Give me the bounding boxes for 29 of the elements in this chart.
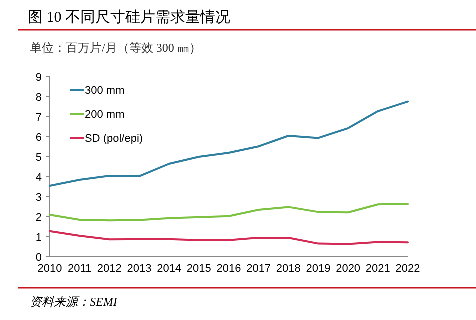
x-tick-label: 2014 bbox=[157, 263, 182, 275]
text: 资料来源：SEMI bbox=[30, 295, 118, 309]
chart-subtitle: 单位：百万片/月（等效 300 ㎜） bbox=[30, 41, 202, 55]
x-tick-label: 2021 bbox=[366, 263, 390, 275]
y-tick-label: 5 bbox=[36, 152, 42, 164]
y-tick-label: 7 bbox=[36, 112, 42, 124]
x-tick-label: 2015 bbox=[186, 263, 212, 275]
x-tick-label: 2018 bbox=[276, 263, 301, 275]
x-tick-label: 2019 bbox=[306, 263, 331, 275]
x-tick-label: 2016 bbox=[216, 263, 242, 275]
legend-label: 200 mm bbox=[85, 109, 125, 121]
y-tick-label: 2 bbox=[36, 212, 42, 224]
x-tick-label: 2012 bbox=[97, 263, 122, 275]
y-tick-label: 3 bbox=[36, 192, 42, 204]
y-tick-label: 9 bbox=[36, 72, 42, 84]
x-tick-label: 2020 bbox=[336, 263, 361, 275]
legend-label: 300 mm bbox=[85, 85, 125, 97]
y-tick-label: 4 bbox=[36, 172, 42, 184]
x-tick-label: 2013 bbox=[127, 263, 152, 275]
chart-title: 图 10 不同尺寸硅片需求量情况 bbox=[28, 9, 230, 26]
y-tick-label: 0 bbox=[36, 252, 42, 264]
x-tick-label: 2010 bbox=[38, 263, 62, 275]
legend-label: SD (pol/epi) bbox=[85, 133, 144, 145]
y-tick-label: 1 bbox=[36, 232, 42, 244]
y-tick-label: 6 bbox=[36, 132, 42, 144]
y-tick-label: 8 bbox=[36, 92, 42, 104]
x-tick-label: 2022 bbox=[396, 263, 420, 275]
x-tick-label: 2017 bbox=[246, 263, 272, 275]
x-tick-label: 2011 bbox=[68, 263, 92, 275]
